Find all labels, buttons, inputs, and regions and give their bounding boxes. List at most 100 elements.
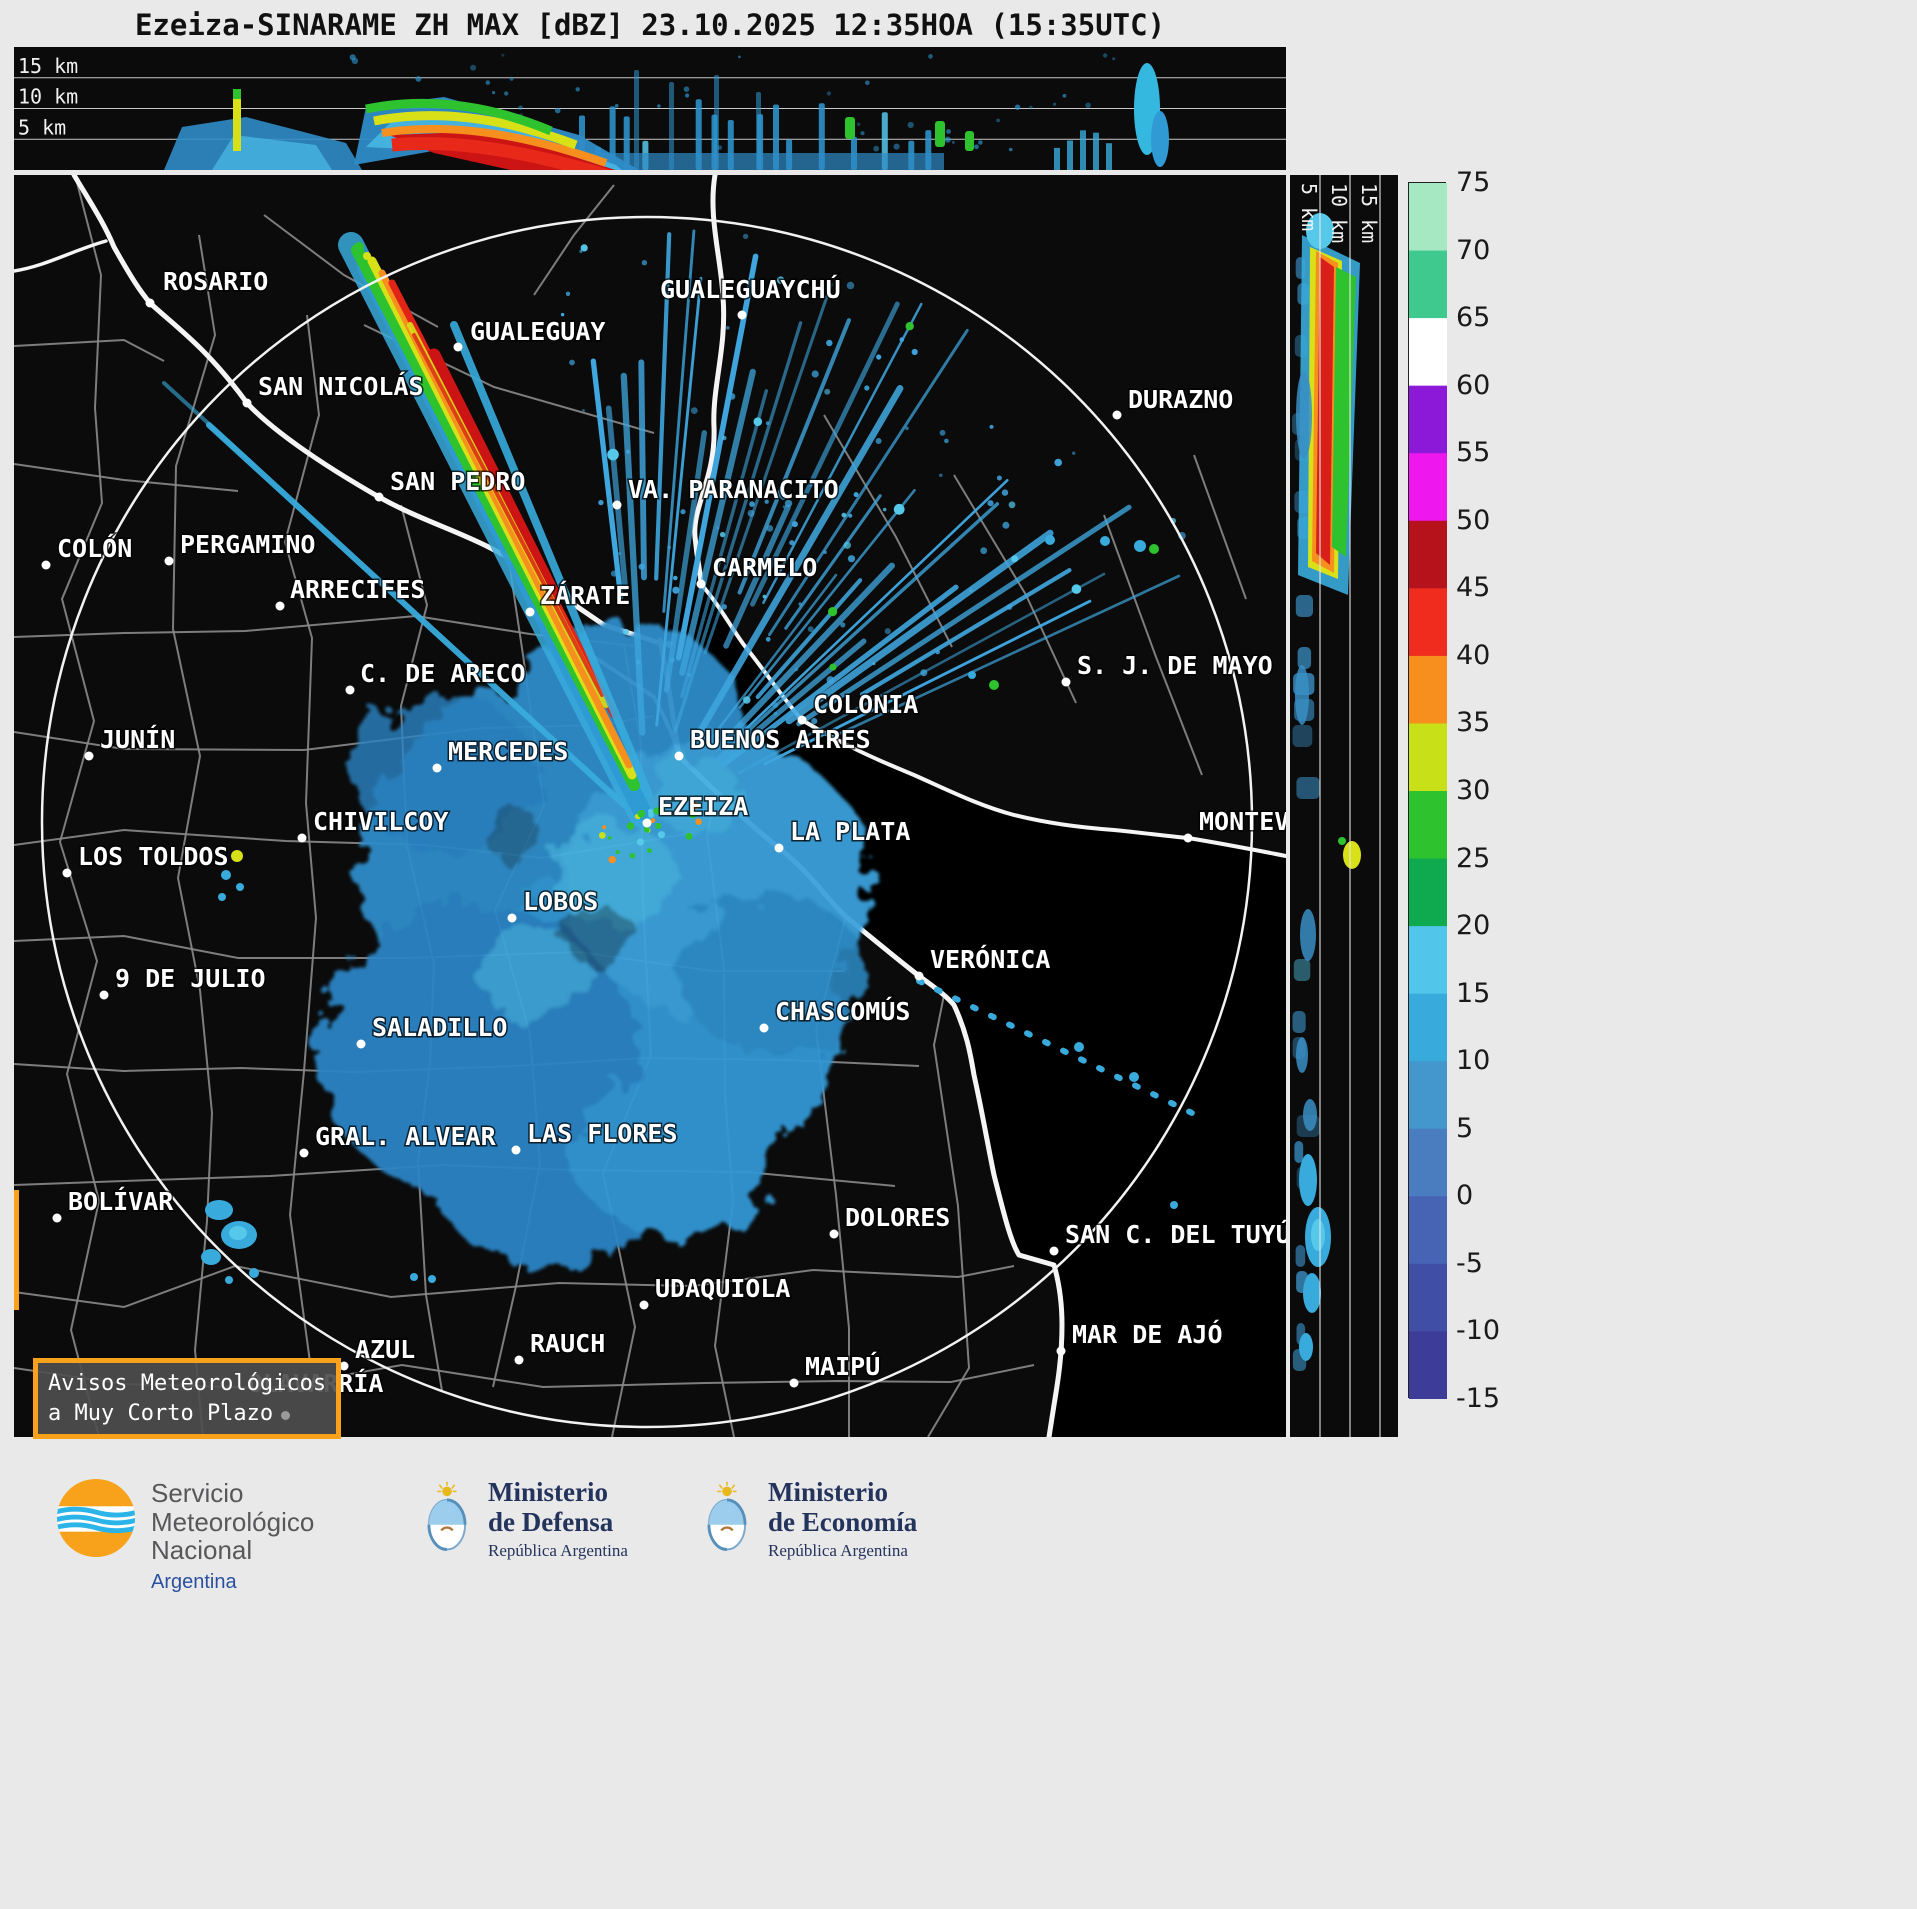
city-label: C. DE ARECO <box>360 659 526 688</box>
altitude-label: 5 km <box>18 115 66 139</box>
colorbar-segment <box>1409 1263 1447 1333</box>
city-dot <box>696 579 706 589</box>
city-label: MONTEVIDEO <box>1199 807 1286 836</box>
colorbar-segment <box>1409 1331 1447 1400</box>
city-dot <box>612 500 622 510</box>
city-dot <box>453 342 463 352</box>
radial-interference-streaks <box>560 229 1186 775</box>
colorbar-segment <box>1409 183 1447 252</box>
smn-name-line: Servicio <box>151 1478 244 1508</box>
city-dot <box>145 298 155 308</box>
colorbar-segment <box>1409 588 1447 657</box>
colorbar-tick-label: -5 <box>1456 1247 1483 1279</box>
city-dot <box>789 1378 799 1388</box>
city-label: COLÓN <box>57 533 132 563</box>
city-dot <box>432 763 442 773</box>
city-label: VA. PARANACITO <box>628 475 839 504</box>
radar-map: ROSARIO GUALEGUAYCHÚ GUALEGUAY SAN NICOLÁS D… <box>14 175 1286 1437</box>
city-dot <box>275 601 285 611</box>
city-dot <box>374 492 384 502</box>
right-cross-section-plot: 5 km 10 km 15 km <box>1292 175 1381 1437</box>
city-label: MAR DE AJÓ <box>1072 1319 1223 1349</box>
city-dot <box>829 1229 839 1239</box>
colorbar-tick-labels: 75 70 65 60 55 50 45 40 35 30 25 20 15 10 5 0 -5 -10 -15 <box>1456 167 1546 1442</box>
city-dot <box>339 1361 349 1371</box>
colorbar-tick-label: 10 <box>1456 1045 1491 1077</box>
city-dot <box>356 1039 366 1049</box>
colorbar-gradient <box>1409 183 1447 1400</box>
city-dot <box>507 913 517 923</box>
reflectivity-colorbar <box>1408 182 1447 1400</box>
city-label: LOS TOLDOS <box>78 842 229 871</box>
altitude-label: 10 km <box>18 85 78 109</box>
city-dot <box>511 1145 521 1155</box>
city-label: ZÁRATE <box>540 581 630 610</box>
colorbar-tick-label: -15 <box>1456 1383 1501 1414</box>
ministry-subtitle: República Argentina <box>768 1541 908 1561</box>
colorbar-segment <box>1409 791 1447 860</box>
city-dot <box>525 607 535 617</box>
colorbar-segment <box>1409 250 1447 319</box>
colorbar-tick-label: 50 <box>1456 504 1491 536</box>
colorbar-segment <box>1409 993 1447 1062</box>
city-dot <box>1061 677 1071 687</box>
colorbar-tick-label: 20 <box>1456 910 1491 942</box>
city-dot <box>1183 833 1193 843</box>
colorbar-segment <box>1409 858 1447 927</box>
city-label: MERCEDES <box>448 737 568 766</box>
city-label: PERGAMINO <box>180 530 315 559</box>
city-label: BUENOS AIRES <box>690 725 871 754</box>
city-dot <box>52 1213 62 1223</box>
colorbar-tick-label: -10 <box>1456 1315 1501 1347</box>
radar-map-panel: ROSARIO GUALEGUAYCHÚ GUALEGUAY SAN NICOLÁS D… <box>14 175 1286 1437</box>
colorbar-tick-label: 5 <box>1456 1112 1474 1144</box>
city-label: AZUL <box>355 1335 415 1364</box>
city-dot <box>642 818 652 828</box>
ministerio-defensa-block: Ministerio de Defensa República Argentin… <box>418 1477 628 1561</box>
colorbar-segment <box>1409 520 1447 589</box>
colorbar-tick-label: 45 <box>1456 572 1491 604</box>
city-dot <box>797 715 807 725</box>
range-ring <box>40 215 1254 1429</box>
smn-name-line: Meteorológico <box>151 1506 315 1537</box>
city-dot <box>774 843 784 853</box>
city-dot <box>1049 1246 1059 1256</box>
ministry-name-line: de Defensa <box>488 1507 614 1538</box>
smn-logo-block: Servicio Meteorológico Nacional Argentin… <box>55 1477 314 1594</box>
warning-box: Avisos Meteorológicos a Muy Corto Plazo <box>33 1358 342 1440</box>
city-label: LAS FLORES <box>527 1119 678 1148</box>
colorbar-tick-label: 30 <box>1456 775 1491 806</box>
colorbar-segment <box>1409 1061 1447 1130</box>
altitude-label: 5 km <box>1297 183 1321 231</box>
left-edge-marker <box>14 1190 19 1310</box>
colorbar-tick-label: 0 <box>1456 1180 1474 1212</box>
city-label: SALADILLO <box>372 1013 507 1042</box>
city-label: COLONIA <box>813 690 918 719</box>
city-dot <box>299 1148 309 1158</box>
city-label: CHASCOMÚS <box>775 996 910 1026</box>
city-dot <box>1056 1346 1066 1356</box>
colorbar-tick-label: 35 <box>1456 707 1491 739</box>
city-label: GUALEGUAY <box>470 317 605 346</box>
colorbar-tick-label: 70 <box>1456 234 1491 266</box>
city-dot <box>674 751 684 761</box>
colorbar-tick-label: 40 <box>1456 639 1491 671</box>
colorbar-segment <box>1409 655 1447 725</box>
city-label: ARRECIFES <box>290 575 425 604</box>
smn-logo-icon <box>56 1478 136 1558</box>
ministerio-economia-block: Ministerio de Economía República Argenti… <box>698 1477 917 1561</box>
city-label: DOLORES <box>845 1203 950 1232</box>
colorbar-segment <box>1409 385 1447 454</box>
argentina-coat-of-arms-icon <box>707 1482 747 1552</box>
ministry-name-line: Ministerio <box>768 1477 888 1507</box>
colorbar-segment <box>1409 723 1447 792</box>
city-dot <box>914 971 924 981</box>
city-label: DURAZNO <box>1128 385 1233 414</box>
city-dot <box>514 1355 524 1365</box>
city-dot <box>242 398 252 408</box>
colorbar-tick-label: 55 <box>1456 437 1491 469</box>
ministry-name-line: Ministerio <box>488 1477 608 1507</box>
city-dot <box>297 833 307 843</box>
city-label: GUALEGUAYCHÚ <box>660 274 841 304</box>
footer: Servicio Meteorológico Nacional Argentin… <box>0 1437 1917 1909</box>
